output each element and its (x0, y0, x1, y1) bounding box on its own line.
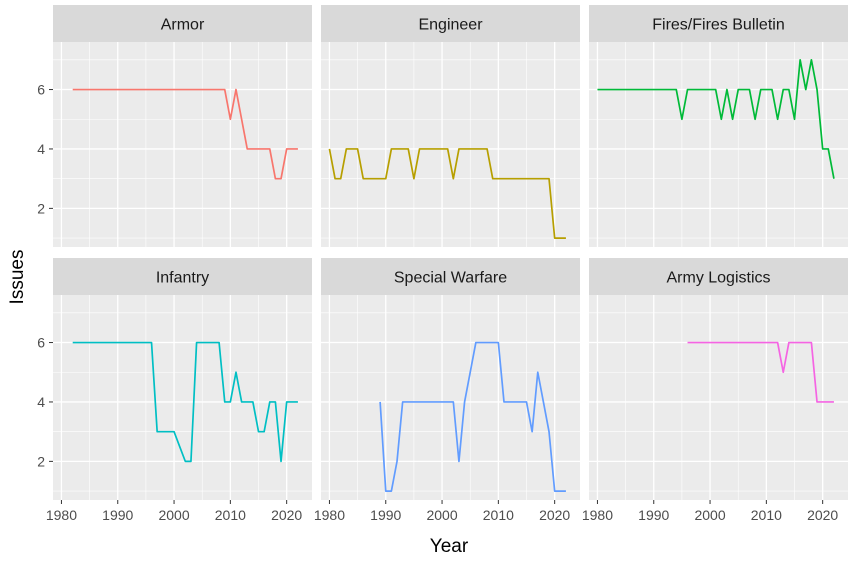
x-tick-label: 2000 (694, 507, 725, 523)
y-tick-label: 6 (37, 82, 45, 98)
x-tick-label: 2000 (426, 507, 457, 523)
x-axis: 1980 1990 2000 2010 2020 1980 1990 2000 2010 2020… (46, 500, 838, 523)
x-tick-label: 2000 (158, 507, 189, 523)
y-axis: 2 4 6 2 4 6 (37, 82, 53, 469)
y-axis-title: Issues (7, 250, 28, 305)
panels-layer: Armor Engineer Fires/Fires Bulletin Infantr… (53, 5, 848, 500)
panel-background (321, 295, 580, 500)
series-line (72, 88, 298, 180)
y-tick-label: 4 (37, 394, 45, 410)
x-tick-label: 2010 (215, 507, 246, 523)
series-line (328, 148, 566, 239)
panel-background (53, 295, 312, 500)
facet-strip (321, 258, 580, 295)
x-tick-label: 2010 (483, 507, 514, 523)
panel-background (321, 42, 580, 247)
panel-background (53, 42, 312, 247)
y-tick-label: 4 (37, 141, 45, 157)
facet-strip (589, 258, 848, 295)
panel-background (589, 295, 848, 500)
facet-title: Army Logistics (666, 270, 770, 287)
facet-panel: Armor (53, 5, 312, 247)
x-tick-label: 1990 (102, 507, 133, 523)
facet-title: Special Warfare (394, 270, 507, 287)
x-axis-title: Year (430, 536, 469, 557)
y-tick-label: 6 (37, 335, 45, 351)
facet-panel: Fires/Fires Bulletin (589, 5, 848, 247)
x-tick-label: 2010 (751, 507, 782, 523)
series-line (379, 341, 566, 492)
facet-strip (53, 258, 312, 295)
series-line (687, 341, 834, 403)
x-tick-label: 1980 (46, 507, 77, 523)
facet-title: Infantry (156, 270, 209, 287)
y-tick-label: 2 (37, 200, 45, 216)
facet-strip (53, 5, 312, 42)
facet-title: Fires/Fires Bulletin (652, 17, 784, 34)
facet-panel: Special Warfare (321, 258, 580, 500)
facet-panel: Engineer (321, 5, 580, 247)
facet-panel: Infantry (53, 258, 312, 500)
x-tick-label: 1990 (370, 507, 401, 523)
series-line (72, 341, 298, 463)
series-line (597, 58, 835, 179)
facet-strip (589, 5, 848, 42)
x-tick-label: 1980 (314, 507, 345, 523)
facet-title: Engineer (418, 17, 483, 34)
x-tick-label: 2020 (271, 507, 302, 523)
facet-panel: Army Logistics (589, 258, 848, 500)
x-tick-label: 1980 (582, 507, 613, 523)
x-tick-label: 2020 (807, 507, 838, 523)
x-tick-label: 1990 (638, 507, 669, 523)
panel-background (589, 42, 848, 247)
x-tick-label: 2020 (539, 507, 570, 523)
y-tick-label: 2 (37, 453, 45, 469)
facet-strip (321, 5, 580, 42)
facet-title: Armor (161, 17, 205, 34)
